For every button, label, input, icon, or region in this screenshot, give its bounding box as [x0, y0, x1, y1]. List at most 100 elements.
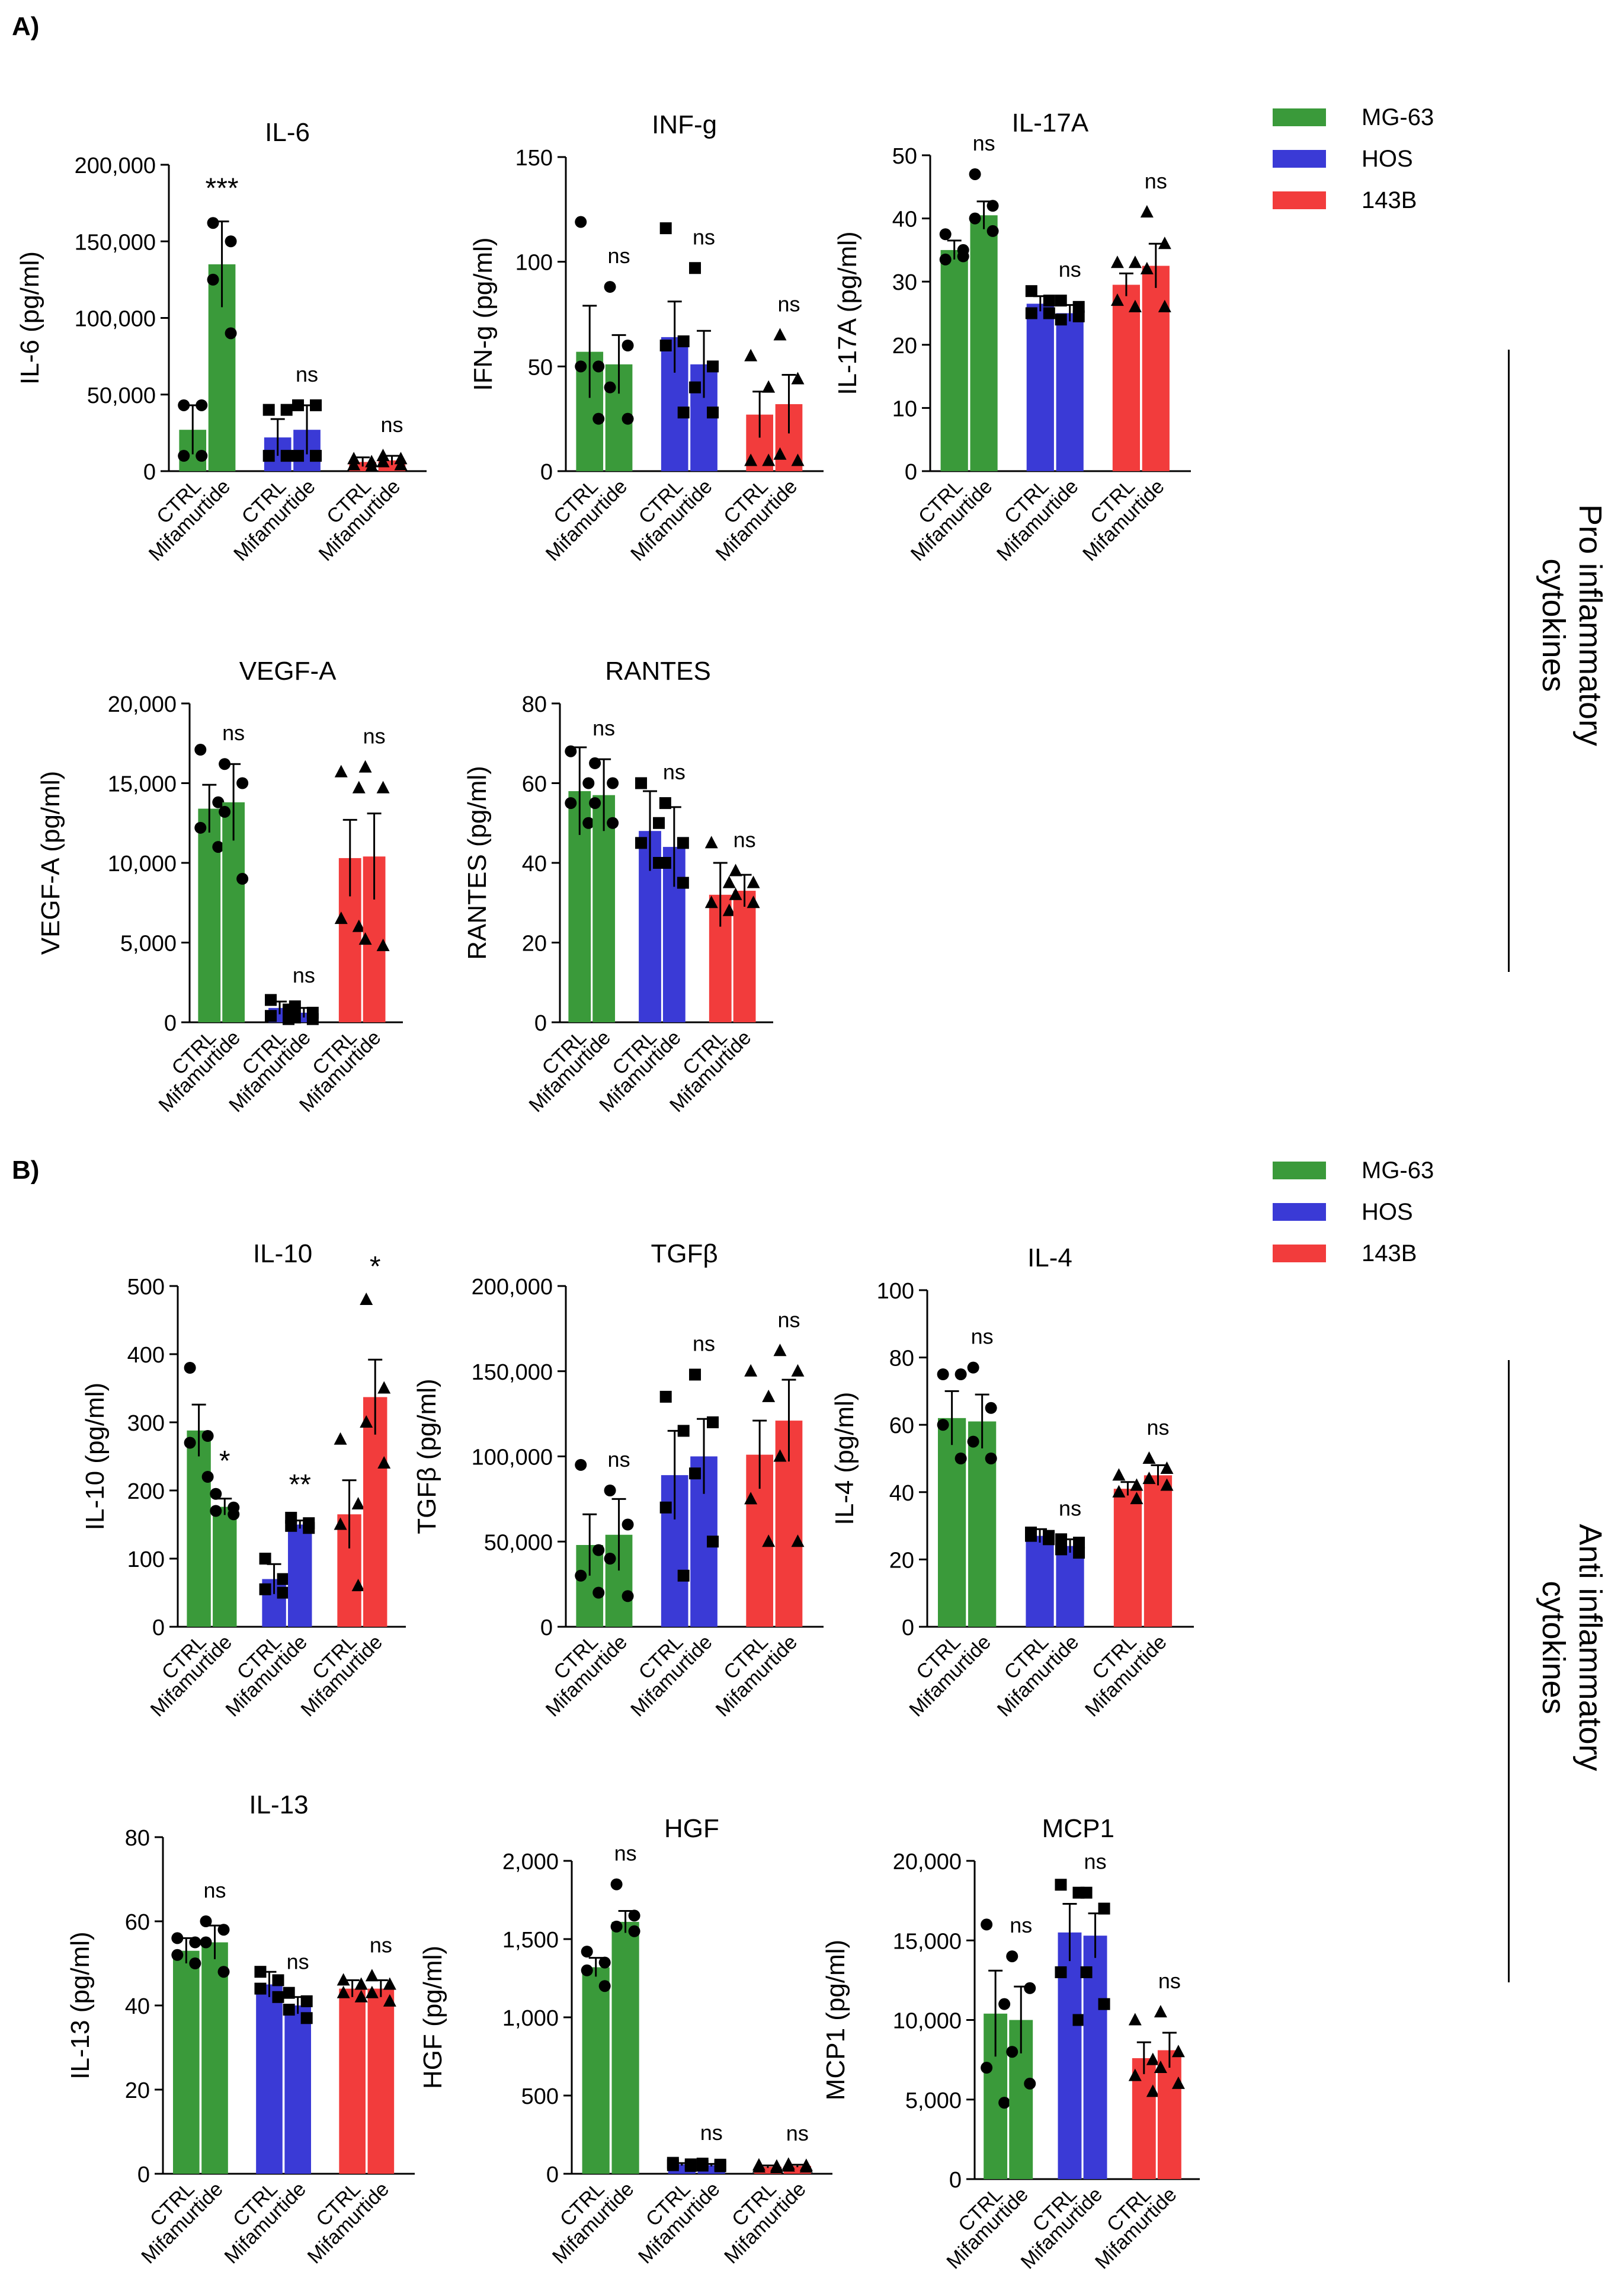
significance-marker: ns	[1084, 1850, 1107, 1874]
legend-swatch-hos	[1273, 1203, 1326, 1221]
legend-b: MG-63 HOS 143B	[1273, 1150, 1434, 1274]
significance-marker: ns	[1145, 169, 1167, 193]
y-tick-label: 300	[127, 1411, 165, 1436]
y-tick-label: 200	[127, 1479, 165, 1504]
y-tick-label: 20,000	[108, 692, 177, 717]
data-point	[635, 837, 648, 849]
data-point	[262, 450, 275, 462]
data-point	[1112, 1468, 1126, 1481]
significance-marker: ns	[1059, 1496, 1081, 1520]
data-point	[1055, 1543, 1068, 1556]
data-point	[310, 450, 322, 462]
data-point	[196, 399, 208, 411]
y-tick-label: 0	[540, 1616, 553, 1640]
y-tick-label: 20	[125, 2078, 150, 2103]
data-point	[351, 1579, 365, 1591]
data-point	[352, 780, 366, 794]
bar	[970, 215, 998, 471]
data-point	[189, 1957, 201, 1969]
data-point	[575, 360, 587, 373]
significance-marker: ns	[1010, 1913, 1032, 1937]
y-tick-label: 30	[892, 270, 917, 295]
data-point	[300, 2012, 313, 2024]
y-tick-label: 100	[515, 251, 553, 276]
chart-title: IL-4	[1027, 1243, 1072, 1272]
y-axis-label: RANTES (pg/ml)	[463, 766, 492, 960]
y-tick-label: 0	[949, 2168, 962, 2193]
y-tick-label: 100,000	[75, 307, 156, 332]
significance-marker: ns	[296, 362, 318, 386]
data-point	[236, 872, 249, 885]
data-point	[604, 1553, 616, 1565]
legend-item-hos: HOS	[1273, 138, 1434, 180]
data-point	[207, 217, 219, 229]
data-point	[1160, 1478, 1174, 1491]
y-tick-label: 0	[546, 2163, 559, 2187]
y-tick-label: 500	[127, 1275, 165, 1300]
significance-marker: ns	[614, 1841, 637, 1866]
y-tick-label: 40	[892, 207, 917, 232]
data-point	[225, 235, 237, 248]
data-point	[604, 281, 616, 293]
legend-label-143b: 143B	[1362, 187, 1417, 213]
legend-a: MG-63 HOS 143B	[1273, 97, 1434, 221]
chart-title: IL-6	[265, 118, 310, 147]
legend-item-143b: 143B	[1273, 180, 1434, 221]
data-point	[677, 1569, 690, 1582]
data-point	[1142, 1451, 1156, 1464]
data-point	[1072, 300, 1085, 313]
data-point	[704, 895, 718, 909]
data-point	[610, 1920, 623, 1933]
data-point	[954, 1368, 967, 1380]
data-point	[677, 837, 689, 849]
legend-item-143b: 143B	[1273, 1233, 1434, 1274]
data-point	[969, 168, 981, 180]
bar	[187, 1430, 211, 1627]
data-point	[954, 1453, 967, 1464]
bar	[938, 1418, 966, 1627]
bar	[213, 1506, 237, 1627]
data-point	[376, 780, 390, 794]
data-point	[1158, 299, 1171, 312]
bar	[284, 2005, 311, 2174]
bar	[1142, 265, 1170, 471]
data-point	[677, 407, 690, 419]
significance-marker: ns	[380, 412, 403, 437]
data-point	[1098, 1998, 1110, 2010]
data-point	[981, 1918, 993, 1931]
y-axis-label: IL-4 (pg/ml)	[830, 1392, 859, 1525]
data-point	[565, 797, 577, 810]
y-tick-label: 50,000	[87, 383, 156, 408]
data-point	[376, 455, 390, 468]
legend-item-hos: HOS	[1273, 1191, 1434, 1233]
y-tick-label: 20	[892, 334, 917, 359]
legend-label-mg63: MG-63	[1362, 1157, 1434, 1183]
data-point	[677, 1425, 690, 1437]
y-tick-label: 60	[125, 1910, 150, 1935]
data-point	[635, 777, 648, 789]
chart-title: MCP1	[1042, 1814, 1114, 1843]
data-point	[969, 212, 981, 225]
data-point	[184, 1362, 196, 1374]
data-point	[967, 1361, 979, 1374]
data-point	[684, 2160, 697, 2172]
data-point	[1024, 1982, 1036, 1994]
data-point	[1146, 2084, 1159, 2097]
data-point	[184, 1437, 196, 1449]
data-point	[292, 399, 305, 411]
data-point	[1055, 1879, 1067, 1891]
data-point	[212, 841, 225, 853]
data-point	[589, 797, 601, 810]
bar	[754, 2167, 782, 2174]
chart-title: HGF	[664, 1814, 719, 1843]
data-point	[1043, 307, 1055, 319]
data-point	[360, 1415, 373, 1428]
y-tick-label: 40	[522, 852, 547, 877]
significance-marker: ns	[203, 1878, 226, 1902]
legend-label-mg63: MG-63	[1362, 104, 1434, 130]
significance-marker: ns	[592, 716, 615, 740]
data-point	[334, 911, 348, 925]
significance-marker: *	[370, 1251, 381, 1282]
data-point	[351, 1497, 365, 1509]
data-point	[791, 1364, 805, 1377]
